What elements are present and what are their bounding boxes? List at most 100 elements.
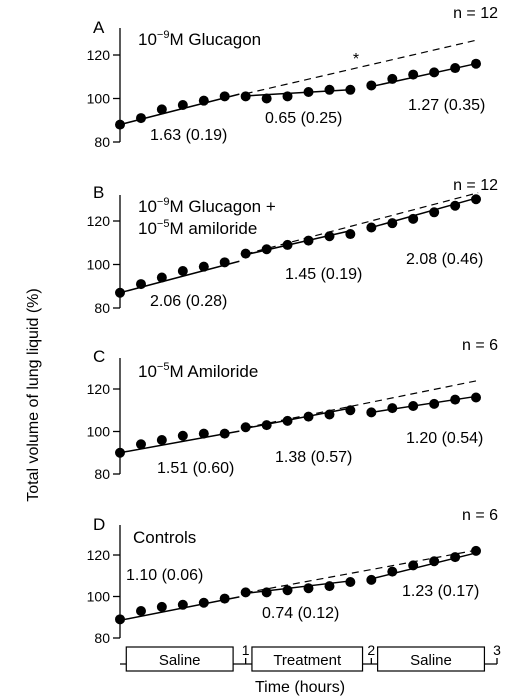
rate-label: 2.06 (0.28): [150, 293, 227, 310]
data-point: [135, 113, 146, 124]
data-point: [429, 556, 440, 567]
fit-line: [245, 89, 351, 97]
y-tick-label: 100: [87, 424, 111, 440]
data-point: [408, 69, 419, 80]
data-point: [240, 422, 251, 433]
data-point: [303, 583, 314, 594]
y-axis-label: Total volume of lung liquid (%): [25, 288, 42, 501]
data-point: [282, 91, 293, 102]
fit-line: [245, 230, 351, 256]
data-point: [177, 599, 188, 610]
panel-label: C: [93, 347, 105, 366]
data-point: [387, 403, 398, 414]
n-label: n = 12: [453, 5, 498, 22]
panel-label: A: [93, 18, 105, 37]
panel-title-exp: −9: [157, 29, 170, 41]
data-point: [115, 447, 125, 458]
extrapolation-line: [245, 379, 479, 429]
phase-box: [251, 646, 364, 672]
extrapolation-line: [245, 549, 479, 594]
data-point: [450, 394, 461, 405]
data-point: [471, 392, 482, 403]
data-point: [198, 428, 209, 439]
rate-label: 2.08 (0.46): [406, 251, 483, 268]
rate-label: 0.74 (0.12): [262, 605, 339, 622]
data-point: [219, 91, 230, 102]
panel-d: 80 100 120 D Controls n = 6 1.10 (0.06) 0.74 (0…: [87, 507, 498, 646]
phase-box: [125, 646, 234, 672]
y-tick-label: 120: [87, 47, 111, 63]
data-point: [240, 248, 251, 259]
data-point: [324, 231, 335, 242]
data-point: [177, 266, 188, 277]
data-point: [429, 398, 440, 409]
fit-line: [371, 197, 477, 229]
y-tick-label: 100: [87, 91, 111, 107]
data-point: [156, 435, 167, 445]
data-point: [408, 213, 419, 224]
phase-box: [377, 646, 486, 672]
data-point: [429, 67, 440, 78]
extrapolation-line: [245, 39, 479, 95]
data-point: [387, 218, 398, 229]
data-point: [261, 587, 272, 598]
data-point: [198, 597, 209, 608]
data-point: [303, 235, 314, 246]
data-point: [471, 58, 482, 69]
data-point: [156, 104, 167, 115]
rate-label: 1.51 (0.60): [157, 460, 234, 477]
panel-title: 10−9M Glucagon +: [138, 196, 276, 216]
panel-title-base: 10: [138, 362, 157, 381]
data-point: [240, 587, 251, 598]
data-point: [282, 585, 293, 596]
panel-title: 10−5M Amiloride: [138, 361, 258, 381]
panel-title-exp: −9: [157, 196, 170, 208]
phase-label: Saline: [159, 652, 201, 669]
data-point: [115, 119, 125, 130]
data-point: [135, 279, 146, 290]
panel-title: Controls: [133, 528, 196, 547]
data-point: [345, 229, 356, 240]
rate-label: 1.63 (0.19): [150, 127, 227, 144]
data-point: [324, 409, 335, 420]
fit-line: [371, 62, 477, 88]
panel-title-rest: M Glucagon: [169, 30, 261, 49]
panel-title: 10−9M Glucagon: [138, 29, 261, 49]
y-tick-label: 120: [87, 547, 111, 563]
y-tick-label: 100: [87, 257, 111, 273]
data-point: [115, 287, 125, 298]
panel-title-line2: 10−5M amiloride: [138, 218, 257, 238]
panel-label: B: [93, 183, 104, 202]
data-point: [387, 73, 398, 84]
y-tick-label: 80: [94, 134, 110, 150]
phase-label: Treatment: [273, 652, 342, 669]
rate-label: 1.10 (0.06): [126, 567, 203, 584]
data-point: [408, 401, 419, 411]
rate-label: 1.23 (0.17): [402, 583, 479, 600]
data-point: [366, 407, 377, 418]
time-axis: 1 2 3 Saline Treatment Saline: [120, 642, 501, 672]
rate-label: 0.65 (0.25): [265, 110, 342, 127]
data-point: [135, 606, 146, 617]
fit-line: [119, 430, 240, 454]
fit-line: [371, 552, 477, 580]
data-point: [345, 405, 356, 416]
panel-title-exp: −5: [157, 361, 170, 373]
data-point: [156, 601, 167, 612]
y-tick-label: 100: [87, 589, 111, 605]
x-tick-label: 1: [242, 642, 250, 658]
panel-label: D: [93, 515, 105, 534]
n-label: n = 12: [453, 177, 498, 194]
x-tick-label: 2: [367, 642, 375, 658]
panel-title-base: 10: [138, 197, 157, 216]
panel-title-base: 10: [138, 30, 157, 49]
data-point: [450, 63, 461, 74]
data-point: [198, 261, 209, 272]
data-point: [303, 411, 314, 422]
rate-label: 1.45 (0.19): [285, 266, 362, 283]
panel-title-rest: M Glucagon +: [169, 197, 275, 216]
y-tick-label: 80: [94, 466, 110, 482]
data-point: [115, 614, 125, 625]
